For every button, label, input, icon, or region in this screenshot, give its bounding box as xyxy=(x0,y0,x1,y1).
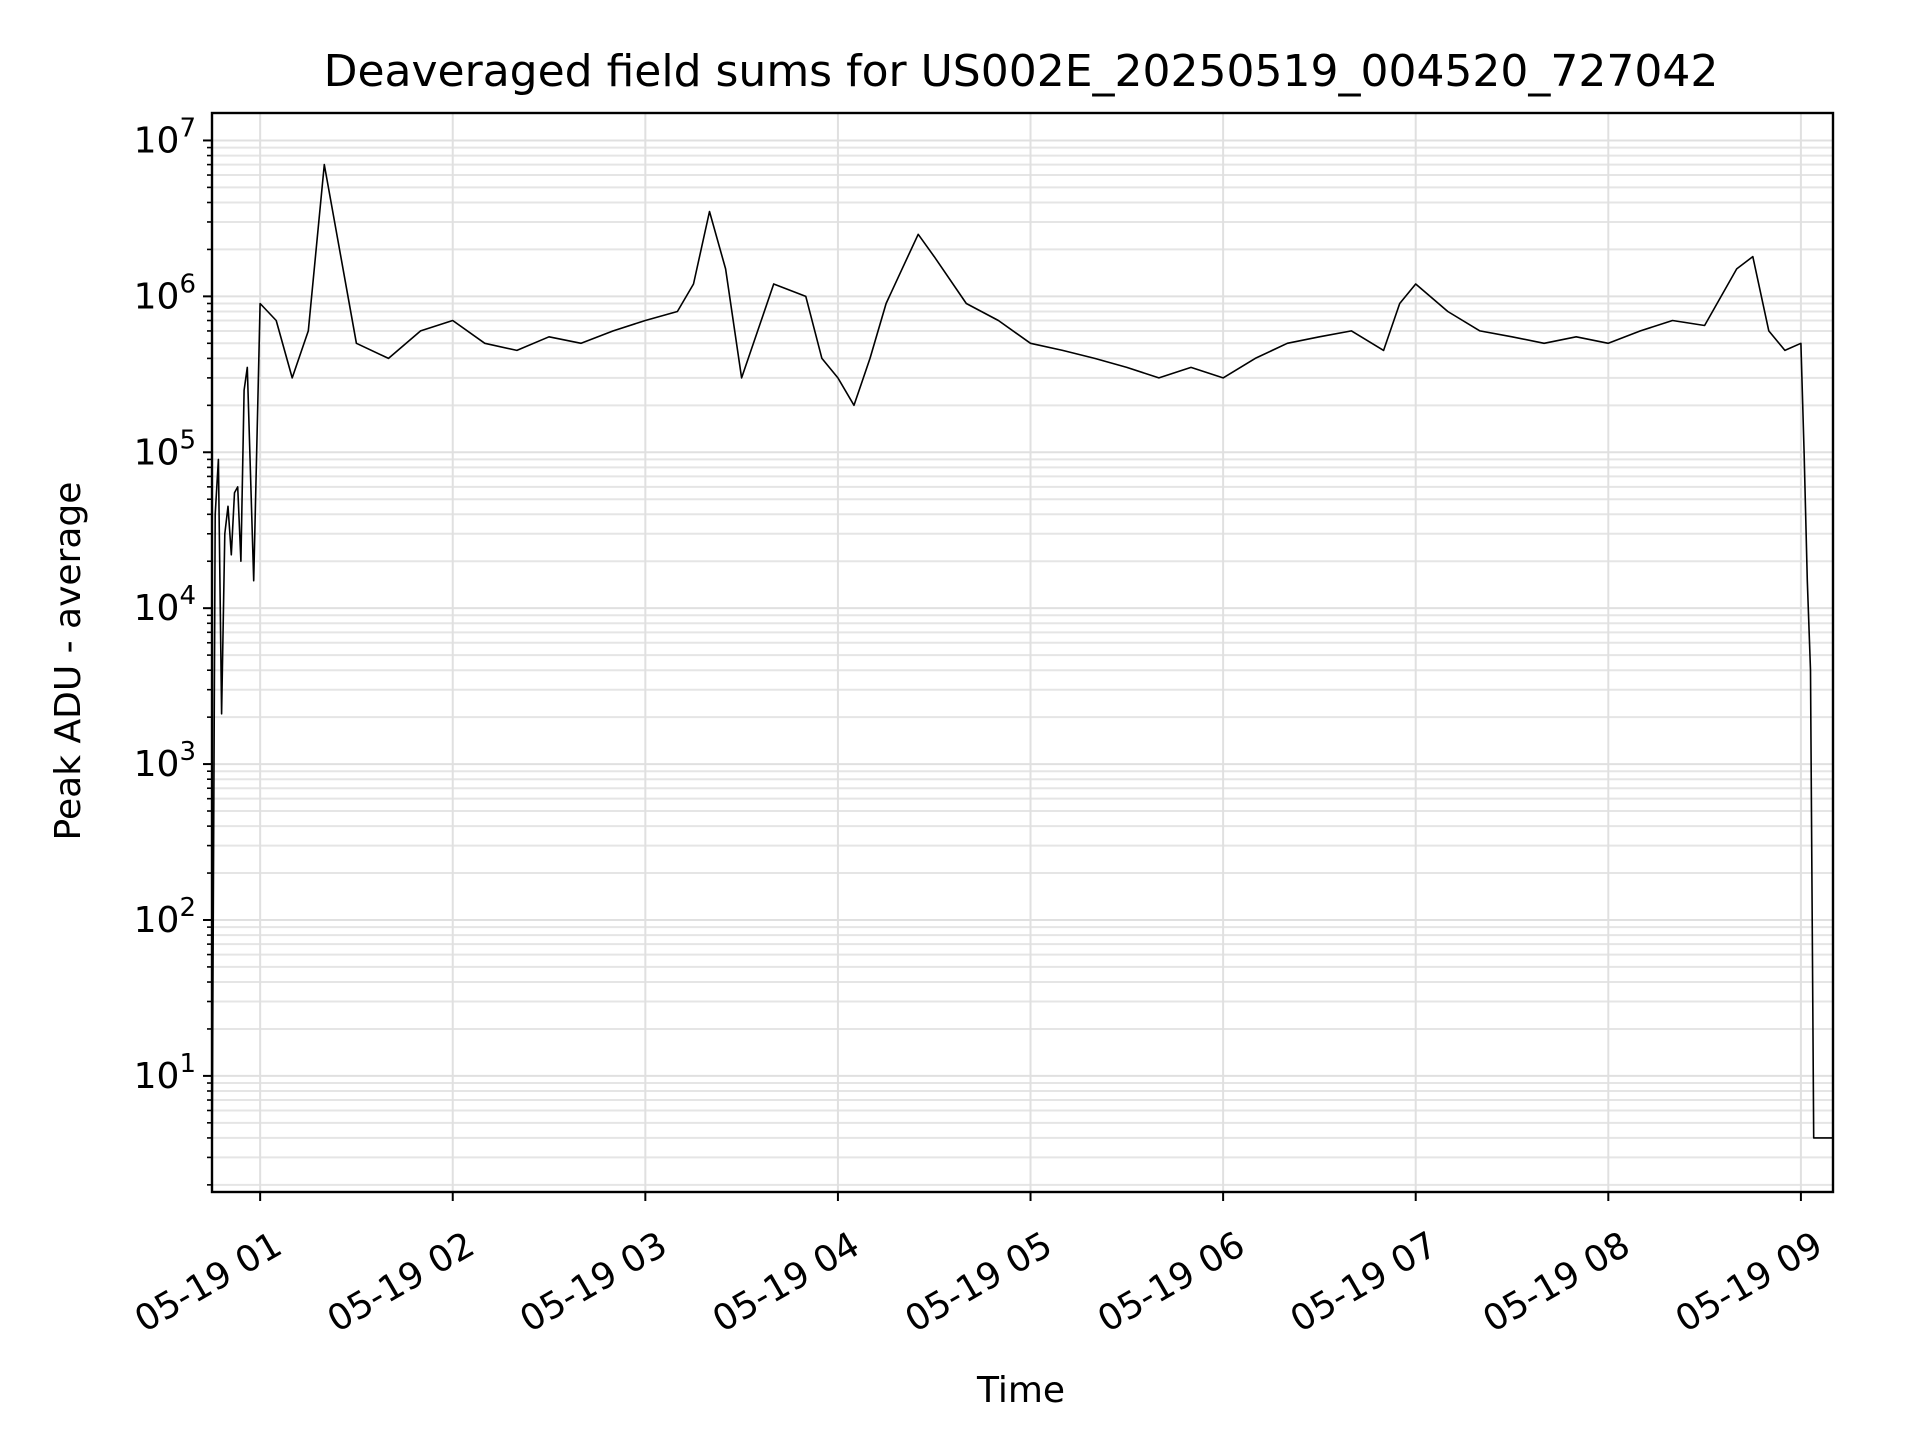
y-tick-label: 101 xyxy=(134,1049,196,1097)
series-layer xyxy=(211,163,1833,1185)
x-axis-label: Time xyxy=(976,1370,1065,1411)
grid xyxy=(212,113,1833,1192)
chart-title: Deaveraged field sums for US002E_2025051… xyxy=(324,46,1719,97)
y-tick-label: 104 xyxy=(134,581,196,629)
y-axis-label: Peak ADU - average xyxy=(48,482,89,841)
y-tick-label: 103 xyxy=(134,737,196,785)
plot-frame xyxy=(210,111,1835,1194)
series-line xyxy=(211,163,1833,1185)
y-tick-label: 106 xyxy=(134,269,196,317)
y-tick-label: 105 xyxy=(134,425,196,473)
y-tick-label: 107 xyxy=(134,113,196,161)
y-tick-label: 102 xyxy=(134,893,196,941)
